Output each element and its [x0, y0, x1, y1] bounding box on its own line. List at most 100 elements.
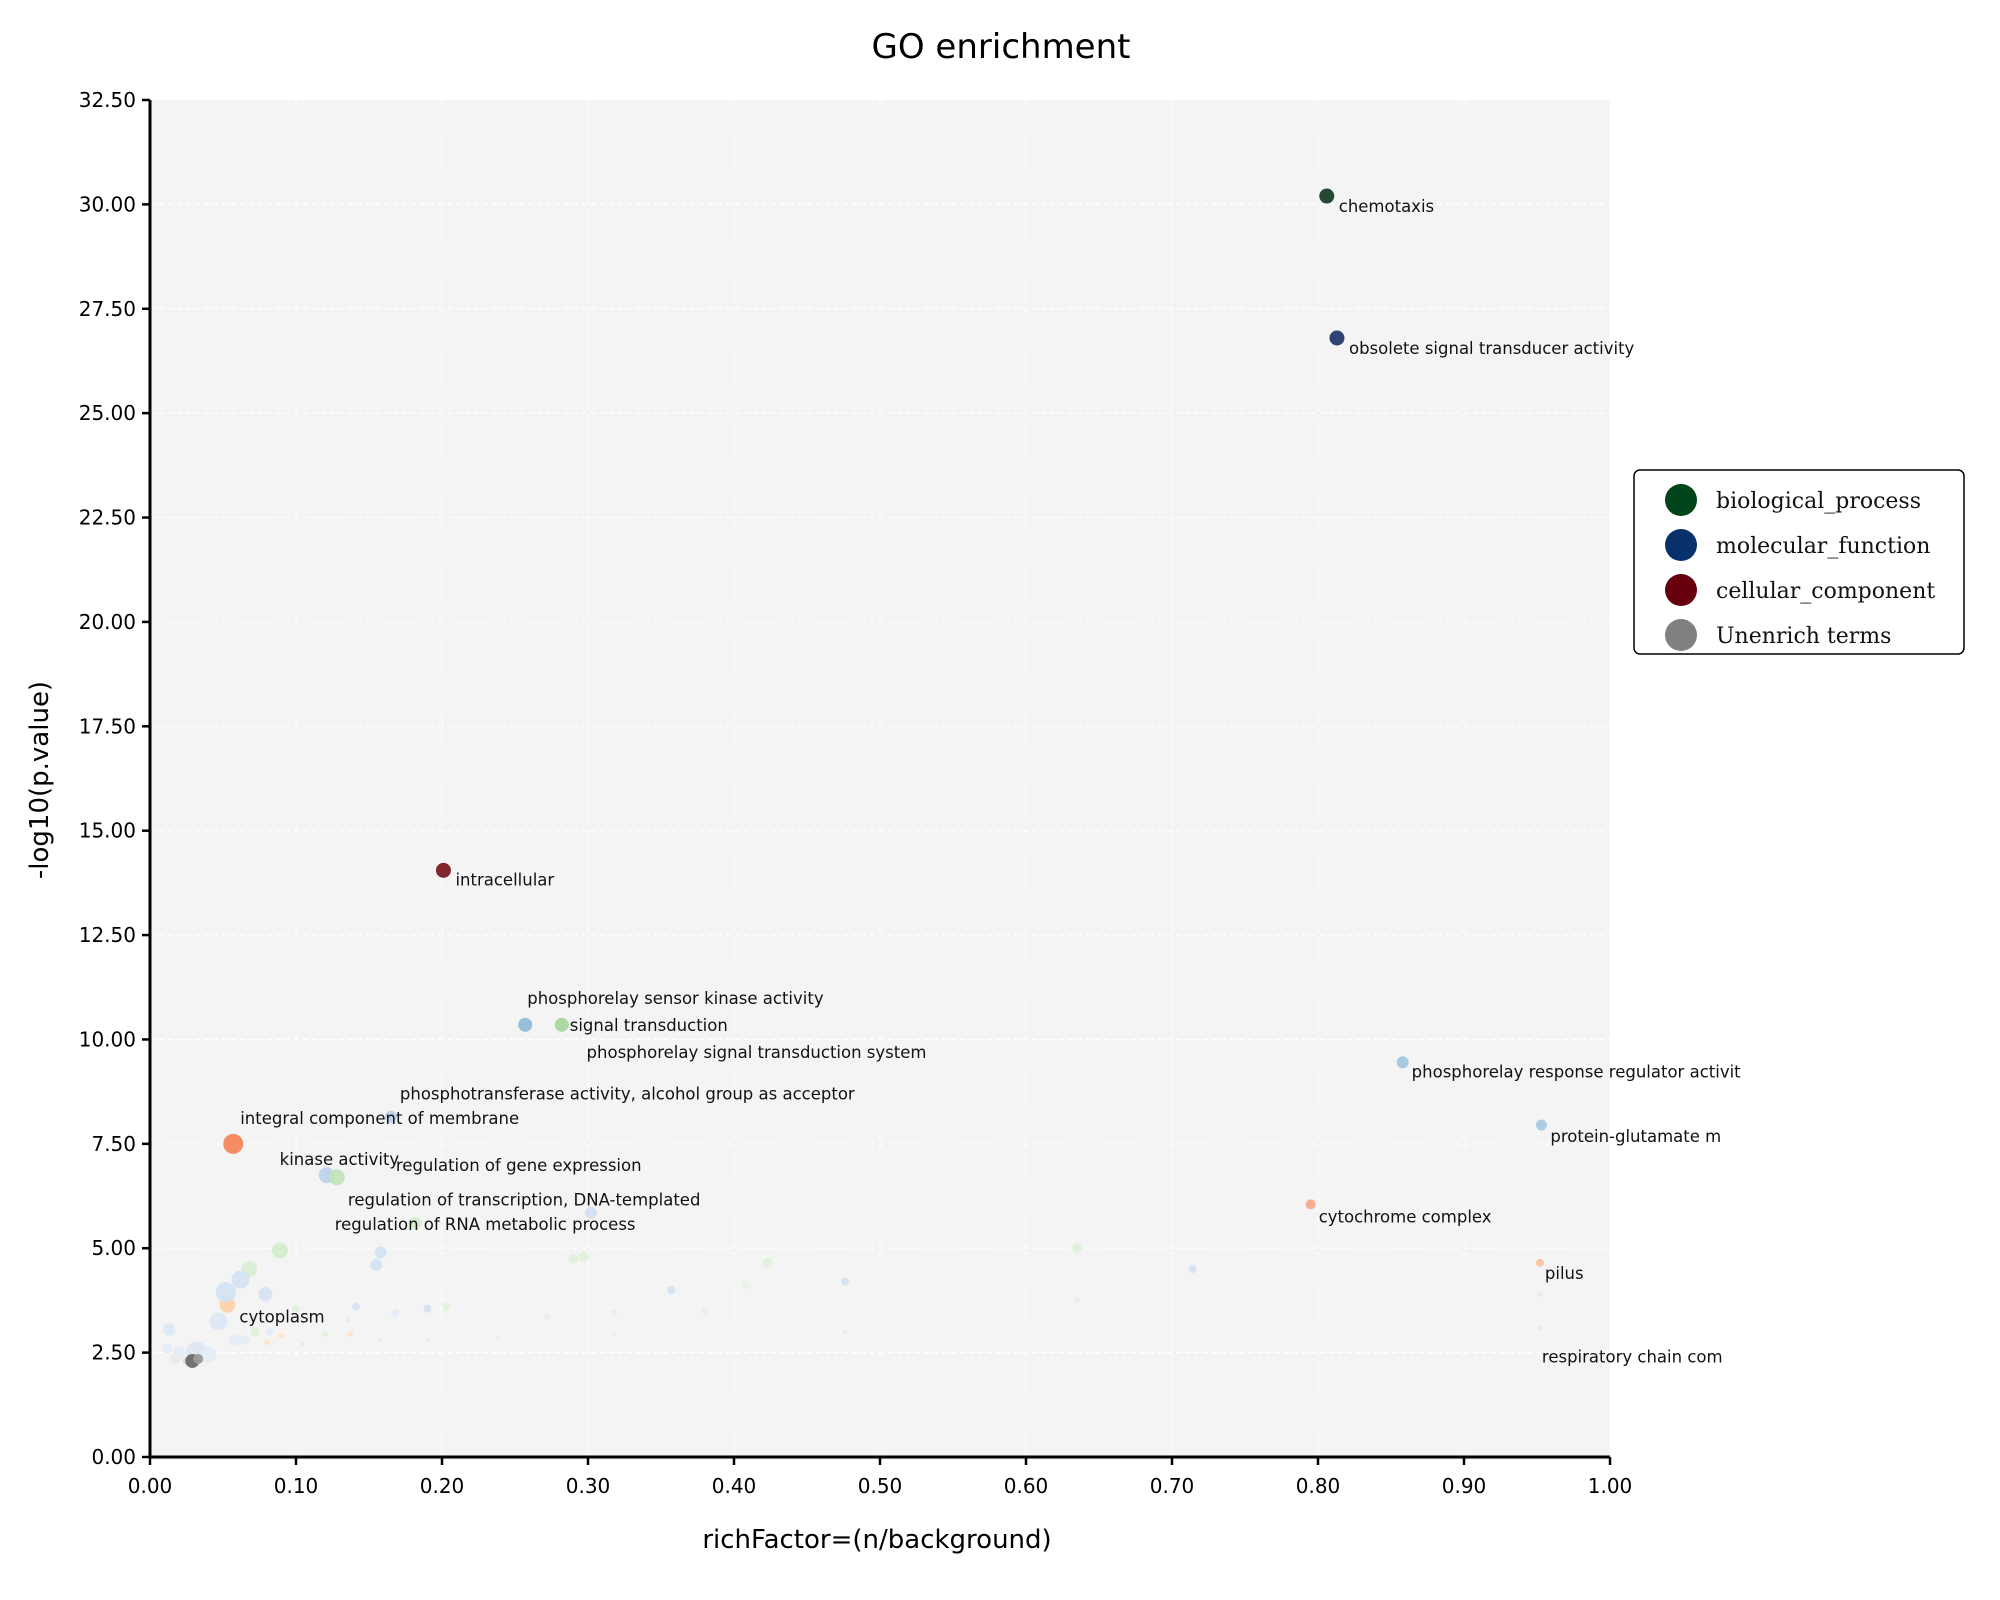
data-point	[322, 1330, 329, 1337]
axes: 0.00 0.10 0.20 0.30 0.40 0.50 0.60 0.70 0.80 0.90…	[79, 88, 1633, 1498]
data-point	[200, 1346, 217, 1363]
data-point	[193, 1353, 204, 1364]
data-point	[258, 1287, 273, 1302]
data-point	[762, 1257, 773, 1268]
data-point	[374, 1246, 387, 1259]
legend-marker	[1665, 484, 1697, 516]
legend-marker	[1665, 619, 1697, 651]
point-label: regulation of transcription, DNA-templat…	[348, 1191, 701, 1210]
data-point	[239, 1335, 250, 1346]
data-point	[518, 1017, 533, 1032]
y-tick-label: 2.50	[91, 1341, 136, 1365]
data-point	[299, 1342, 304, 1347]
x-tick-label: 0.50	[858, 1474, 903, 1498]
y-tick-label: 32.50	[79, 88, 136, 112]
y-axis-title: -log10(p.value)	[25, 681, 55, 879]
x-tick-label: 0.90	[1442, 1474, 1487, 1498]
point-label: regulation of RNA metabolic process	[335, 1215, 636, 1234]
data-point	[378, 1338, 383, 1343]
legend-label: Unenrich terms	[1716, 624, 1891, 649]
point-label: obsolete signal transducer activity	[1349, 339, 1635, 358]
point-label: phosphorelay signal transduction system	[587, 1043, 927, 1062]
y-tick-label: 0.00	[91, 1445, 136, 1469]
data-point	[351, 1302, 360, 1311]
data-point	[612, 1331, 617, 1336]
y-tick-label: 27.50	[79, 297, 136, 321]
data-point	[215, 1282, 236, 1303]
data-point	[370, 1258, 383, 1271]
data-point	[667, 1285, 676, 1294]
data-point	[611, 1309, 618, 1316]
point-label: phosphorelay sensor kinase activity	[527, 989, 824, 1008]
x-axis-title: richFactor=(n/background)	[702, 1525, 1051, 1555]
x-tick-label: 0.60	[1004, 1474, 1049, 1498]
y-tick-label: 22.50	[79, 506, 136, 530]
data-point	[409, 1217, 422, 1230]
y-tick-label: 5.00	[91, 1236, 136, 1260]
data-point	[209, 1312, 228, 1331]
point-label: chemotaxis	[1339, 197, 1434, 216]
data-point	[162, 1343, 173, 1354]
data-point	[162, 1323, 175, 1336]
data-point	[223, 1133, 244, 1154]
data-point	[1536, 1291, 1543, 1298]
point-label: pilus	[1545, 1264, 1584, 1283]
data-point	[840, 1277, 849, 1286]
x-tick-label: 0.00	[128, 1474, 173, 1498]
data-point	[1535, 1258, 1544, 1267]
point-label: cytoplasm	[239, 1308, 324, 1327]
data-point	[1305, 1199, 1316, 1210]
y-tick-label: 25.00	[79, 401, 136, 425]
data-point	[1329, 330, 1345, 346]
legend-label: cellular_component	[1716, 579, 1935, 604]
x-tick-label: 0.10	[274, 1474, 319, 1498]
x-tick-label: 0.30	[566, 1474, 611, 1498]
data-point	[425, 1338, 430, 1343]
data-point	[231, 1270, 250, 1289]
point-label: phosphorelay response regulator activit	[1412, 1062, 1741, 1081]
point-label: protein-glutamate m	[1550, 1127, 1721, 1146]
y-tick-label: 30.00	[79, 192, 136, 216]
data-point	[568, 1253, 579, 1264]
data-point	[1537, 1325, 1542, 1330]
data-point	[435, 862, 451, 878]
x-tick-label: 1.00	[1588, 1474, 1633, 1498]
data-point	[391, 1308, 400, 1317]
data-point	[265, 1327, 274, 1336]
data-point	[544, 1314, 551, 1321]
y-tick-label: 7.50	[91, 1132, 136, 1156]
data-point	[263, 1339, 270, 1346]
data-point	[328, 1169, 345, 1186]
y-tick-label: 15.00	[79, 819, 136, 843]
data-point	[442, 1302, 451, 1311]
point-label: regulation of gene expression	[396, 1156, 642, 1175]
point-label: kinase activity	[280, 1150, 400, 1169]
legend-marker	[1665, 574, 1697, 606]
x-tick-label: 0.80	[1296, 1474, 1341, 1498]
legend: biological_process molecular_functioncell…	[1633, 469, 1965, 655]
data-point	[1396, 1056, 1409, 1069]
y-tick-label: 20.00	[79, 610, 136, 634]
chart-title: GO enrichment	[872, 27, 1131, 67]
x-tick-label: 0.70	[1150, 1474, 1195, 1498]
data-point	[384, 1110, 397, 1123]
data-point	[584, 1206, 597, 1219]
point-label: respiratory chain com	[1542, 1348, 1723, 1367]
data-point	[701, 1307, 708, 1314]
legend-label: biological_process	[1716, 489, 1921, 514]
point-label: phosphotransferase activity, alcohol gro…	[400, 1085, 855, 1104]
x-tick-label: 0.40	[712, 1474, 757, 1498]
data-point	[271, 1242, 288, 1259]
data-point	[250, 1326, 261, 1337]
data-point	[1188, 1265, 1197, 1274]
data-point	[1072, 1243, 1083, 1254]
y-tick-label: 17.50	[79, 714, 136, 738]
data-point	[495, 1336, 500, 1341]
data-point	[292, 1304, 300, 1313]
legend-box	[1633, 469, 1965, 655]
legend-label: molecular_function	[1716, 534, 1930, 559]
data-point	[169, 1353, 180, 1364]
x-tick-label: 0.20	[420, 1474, 465, 1498]
data-point	[578, 1251, 589, 1262]
